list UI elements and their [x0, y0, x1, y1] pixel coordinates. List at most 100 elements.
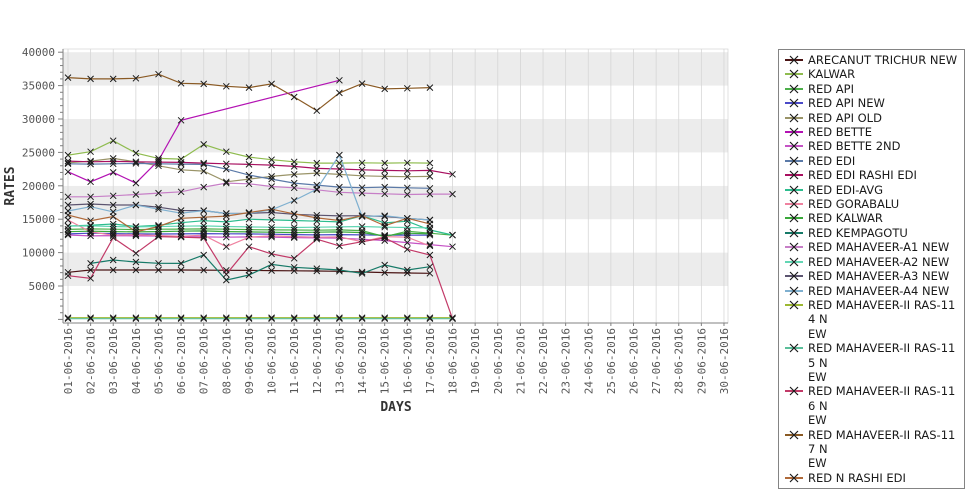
x-tick-label: 18-06-2016	[447, 328, 460, 394]
x-tick-label: 20-06-2016	[492, 328, 505, 394]
x-tick-label: 27-06-2016	[650, 328, 663, 394]
legend-series-marker-icon	[785, 300, 803, 310]
legend-item: RED BETTE 2ND	[783, 139, 960, 153]
legend-label: RED API	[808, 81, 854, 96]
tick-labels: 5000 10000 15000 20000 25000 30000 35000 40000 0…	[22, 46, 731, 394]
x-tick-label: 06-06-2016	[175, 328, 188, 394]
series-point-markers	[87, 251, 434, 284]
legend-item: RED API NEW	[783, 96, 960, 110]
legend-label: RED MAHAVEER-II RAS-117 N EW	[808, 427, 956, 471]
legend-series-marker-icon	[785, 271, 803, 281]
x-tick-label: 03-06-2016	[107, 328, 120, 394]
y-tick-label: 20000	[22, 180, 55, 193]
legend-item: RED EDI-AVG	[783, 183, 960, 197]
legend-series-marker-icon	[785, 84, 803, 94]
y-tick-label: 5000	[29, 280, 56, 293]
legend-item: RED N RASHI EDI	[783, 471, 960, 485]
legend: ARECANUT TRICHUR NEW KALWAR RED API RED API…	[778, 49, 965, 489]
series-line	[90, 254, 430, 281]
x-tick-label: 30-06-2016	[718, 328, 731, 394]
legend-series-marker-icon	[785, 170, 803, 180]
x-tick-label: 22-06-2016	[537, 328, 550, 394]
legend-series-marker-icon	[785, 69, 803, 79]
y-tick-label: 30000	[22, 113, 55, 126]
line-chart: 5000 10000 15000 20000 25000 30000 35000 40000 0…	[3, 46, 731, 415]
x-tick-label: 02-06-2016	[85, 328, 98, 394]
legend-label: RED API NEW	[808, 96, 885, 111]
legend-series-marker-icon	[785, 228, 803, 238]
series-line	[67, 215, 453, 236]
axes	[58, 49, 728, 326]
legend-label: RED EDI-AVG	[808, 182, 884, 197]
legend-label: RED MAHAVEER-II RAS-115 N EW	[808, 341, 956, 384]
series-point-markers	[64, 160, 434, 192]
legend-label: RED KEMPAGOTU	[808, 225, 908, 240]
x-tick-label: 11-06-2016	[288, 328, 301, 394]
series-point-markers	[64, 222, 434, 232]
legend-item: RED KEMPAGOTU	[783, 226, 960, 240]
legend-label: RED GORABALU	[808, 197, 900, 212]
y-tick-label: 25000	[22, 146, 55, 159]
x-tick-label: 09-06-2016	[243, 328, 256, 394]
legend-series-marker-icon	[785, 214, 803, 223]
legend-label: RED API OLD	[808, 110, 882, 125]
series-point-markers	[64, 157, 456, 178]
x-tick-label: 14-06-2016	[356, 328, 369, 394]
x-tick-label: 29-06-2016	[695, 328, 708, 394]
series-point-markers	[64, 266, 434, 277]
legend-item: RED MAHAVEER-A1 NEW	[783, 240, 960, 254]
x-tick-label: 17-06-2016	[424, 328, 437, 394]
legend-series-marker-icon	[785, 386, 803, 396]
x-tick-label: 25-06-2016	[605, 328, 618, 394]
series-point-markers	[64, 315, 456, 323]
legend-series-marker-icon	[785, 185, 803, 195]
series-point-markers	[64, 179, 456, 201]
series-point-markers	[64, 76, 343, 187]
x-tick-label: 24-06-2016	[582, 328, 595, 394]
legend-item: RED EDI	[783, 154, 960, 168]
x-tick-label: 21-06-2016	[514, 328, 527, 394]
legend-item: RED MAHAVEER-A2 NEW	[783, 255, 960, 269]
legend-series-marker-icon	[785, 55, 803, 65]
legend-item: RED MAHAVEER-II RAS-116 N EW	[783, 384, 960, 427]
legend-series-marker-icon	[785, 142, 803, 151]
legend-series-marker-icon	[785, 113, 803, 123]
x-axis-title: DAYS	[380, 400, 411, 415]
legend-label: RED MAHAVEER-A1 NEW	[808, 240, 950, 255]
legend-item: RED KALWAR	[783, 211, 960, 225]
legend-item: RED EDI RASHI EDI	[783, 168, 960, 182]
legend-series-marker-icon	[785, 199, 803, 209]
legend-series-marker-icon	[785, 156, 803, 166]
legend-item: RED API OLD	[783, 111, 960, 125]
series-point-markers	[64, 205, 434, 236]
legend-label: KALWAR	[808, 67, 856, 82]
legend-series-marker-icon	[785, 98, 803, 108]
legend-label: RED MAHAVEER-A2 NEW	[808, 254, 950, 269]
legend-series-marker-icon	[785, 343, 803, 353]
x-tick-label: 04-06-2016	[130, 328, 143, 394]
y-tick-label: 10000	[22, 247, 55, 260]
legend-label: RED MAHAVEER-A3 NEW	[808, 269, 950, 284]
series-point-markers	[64, 137, 434, 167]
legend-item: RED MAHAVEER-A3 NEW	[783, 269, 960, 283]
x-tick-label: 13-06-2016	[333, 328, 346, 394]
point-markers	[64, 70, 456, 323]
series-point-markers	[64, 233, 456, 323]
x-tick-label: 16-06-2016	[401, 328, 414, 394]
legend-series-marker-icon	[785, 242, 803, 252]
legend-series-marker-icon	[785, 127, 803, 137]
legend-item: RED API	[783, 82, 960, 96]
legend-series-marker-icon	[785, 257, 803, 267]
legend-label: RED EDI RASHI EDI	[808, 168, 917, 183]
series-line	[67, 235, 454, 319]
legend-item: RED MAHAVEER-II RAS-117 N EW	[783, 428, 960, 471]
series-line	[67, 160, 453, 175]
legend-label: RED BETTE 2ND	[808, 139, 901, 154]
legend-label: RED KALWAR	[808, 211, 883, 226]
y-tick-label: 35000	[22, 80, 55, 93]
legend-label: RED N RASHI EDI	[808, 470, 906, 485]
series-point-markers	[64, 70, 434, 115]
legend-series-marker-icon	[785, 286, 803, 295]
legend-label: RED EDI	[808, 153, 856, 168]
legend-label: RED MAHAVEER-II RAS-116 N EW	[808, 384, 956, 428]
